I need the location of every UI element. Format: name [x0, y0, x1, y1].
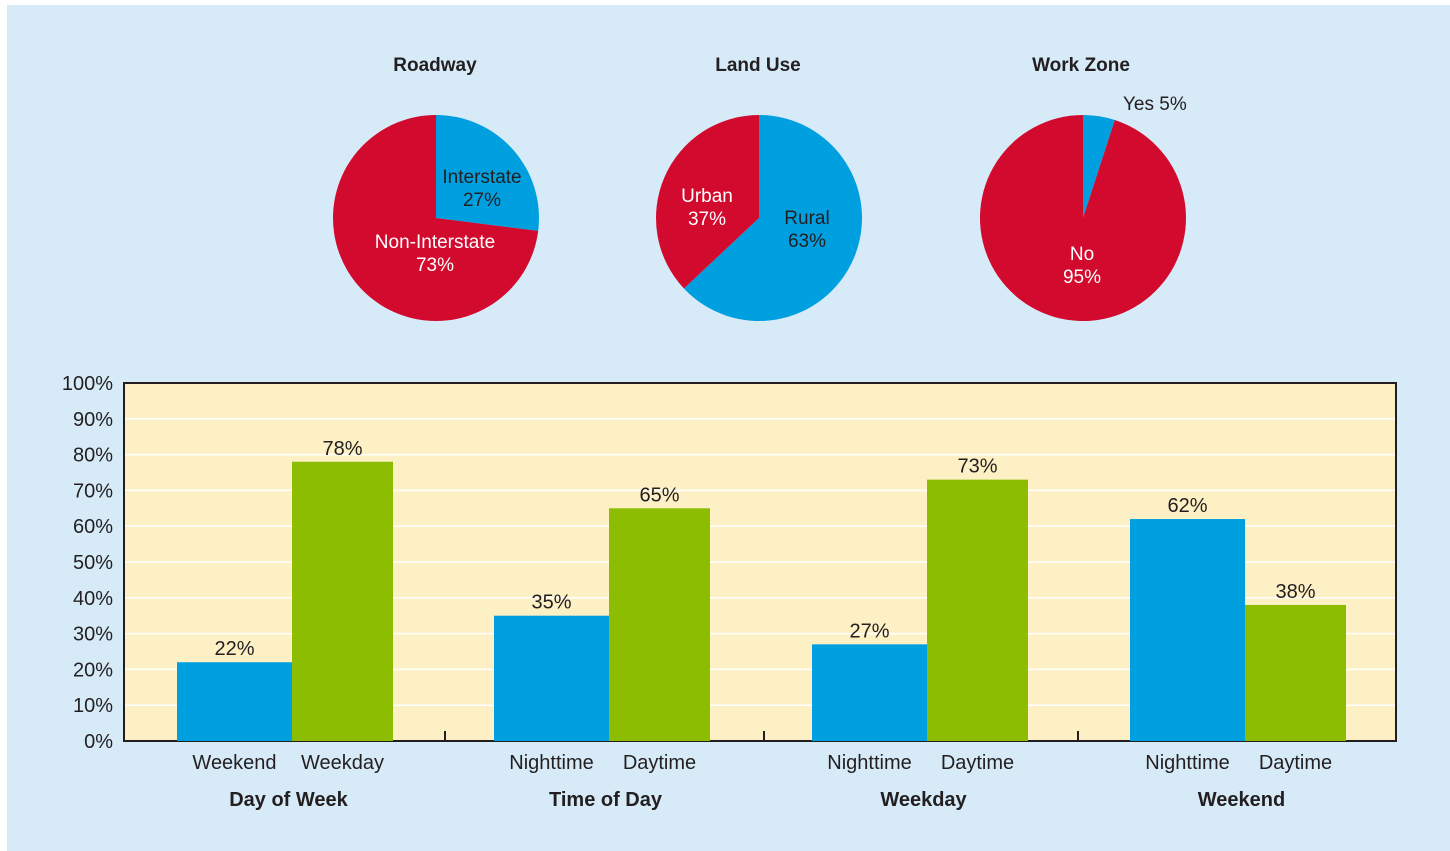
y-tick-label: 0%	[84, 731, 113, 753]
y-tick-label: 100%	[62, 373, 113, 395]
pie-slice-value: 73%	[416, 255, 454, 276]
bar-time-of-day-nighttime	[494, 615, 609, 741]
bar-value-label: 27%	[849, 620, 889, 642]
plot-frame	[123, 382, 1397, 742]
pie-slice-value: 63%	[788, 231, 826, 252]
pie-slice-label: No	[1070, 244, 1094, 265]
bar-time-of-day-daytime	[609, 508, 710, 741]
bar-value-label: 65%	[639, 484, 679, 506]
y-tick-label: 10%	[73, 695, 113, 717]
x-tick-label: Nighttime	[1145, 752, 1229, 774]
x-tick-label: Daytime	[941, 752, 1014, 774]
pie-title: Roadway	[393, 55, 477, 76]
bar-value-label: 73%	[957, 456, 997, 478]
pie-slice-interstate	[436, 115, 539, 231]
pie-title: Land Use	[715, 55, 801, 76]
pie-slice-yes	[1083, 115, 1115, 218]
pie-slice-non-interstate	[333, 115, 539, 321]
group-label: Time of Day	[549, 789, 663, 811]
bar-value-label: 22%	[214, 638, 254, 660]
x-tick-label: Nighttime	[827, 752, 911, 774]
pie-slice-label: Urban	[681, 186, 733, 207]
x-tick-label: Nighttime	[509, 752, 593, 774]
bar-value-label: 62%	[1167, 495, 1207, 517]
bar-weekend-nighttime	[1130, 519, 1245, 741]
pie-slice-label: Interstate	[442, 167, 521, 188]
y-tick-label: 90%	[73, 409, 113, 431]
bar-value-label: 78%	[322, 438, 362, 460]
y-tick-label: 30%	[73, 624, 113, 646]
pie-slice-value: 95%	[1063, 267, 1101, 288]
y-tick-label: 80%	[73, 445, 113, 467]
bar-weekday-daytime	[927, 479, 1028, 741]
group-label: Weekend	[1198, 789, 1285, 811]
pie-slice-value: 37%	[688, 209, 726, 230]
pie-title: Work Zone	[1032, 55, 1130, 76]
pie-slice-no	[980, 115, 1186, 321]
pie-slice-value: 5%	[1159, 94, 1187, 115]
group-label: Weekday	[880, 789, 967, 811]
chart-svg: RoadwayInterstate27%Non-Interstate73%Lan…	[62, 55, 1397, 811]
pie-slice-label-text: Yes	[1123, 94, 1154, 115]
pie-slice-label: Rural	[784, 208, 829, 229]
x-tick-label: Weekday	[301, 752, 384, 774]
bar-day-of-week-weekend	[177, 662, 292, 741]
pie-slice-value: 27%	[463, 190, 501, 211]
y-tick-label: 20%	[73, 659, 113, 681]
bar-value-label: 35%	[531, 592, 571, 614]
group-label: Day of Week	[229, 789, 348, 811]
y-tick-label: 40%	[73, 588, 113, 610]
bar-day-of-week-weekday	[292, 461, 393, 741]
pie-slice-label: Non-Interstate	[375, 232, 495, 253]
chart-panel: Roadway Interstate 27% Non-Interstate 73% Lan…	[7, 5, 1450, 851]
pie-slice-label: Yes 5%	[1123, 94, 1187, 115]
bar-weekend-daytime	[1245, 604, 1346, 741]
x-tick-label: Weekend	[192, 752, 276, 774]
bar-weekday-nighttime	[812, 644, 927, 741]
y-tick-label: 70%	[73, 480, 113, 502]
y-tick-label: 50%	[73, 552, 113, 574]
x-tick-label: Daytime	[1259, 752, 1332, 774]
pie-slice-rural	[683, 115, 862, 321]
y-tick-label: 60%	[73, 516, 113, 538]
x-tick-label: Daytime	[623, 752, 696, 774]
pie-slice-urban	[656, 115, 759, 289]
bar-value-label: 38%	[1275, 581, 1315, 603]
